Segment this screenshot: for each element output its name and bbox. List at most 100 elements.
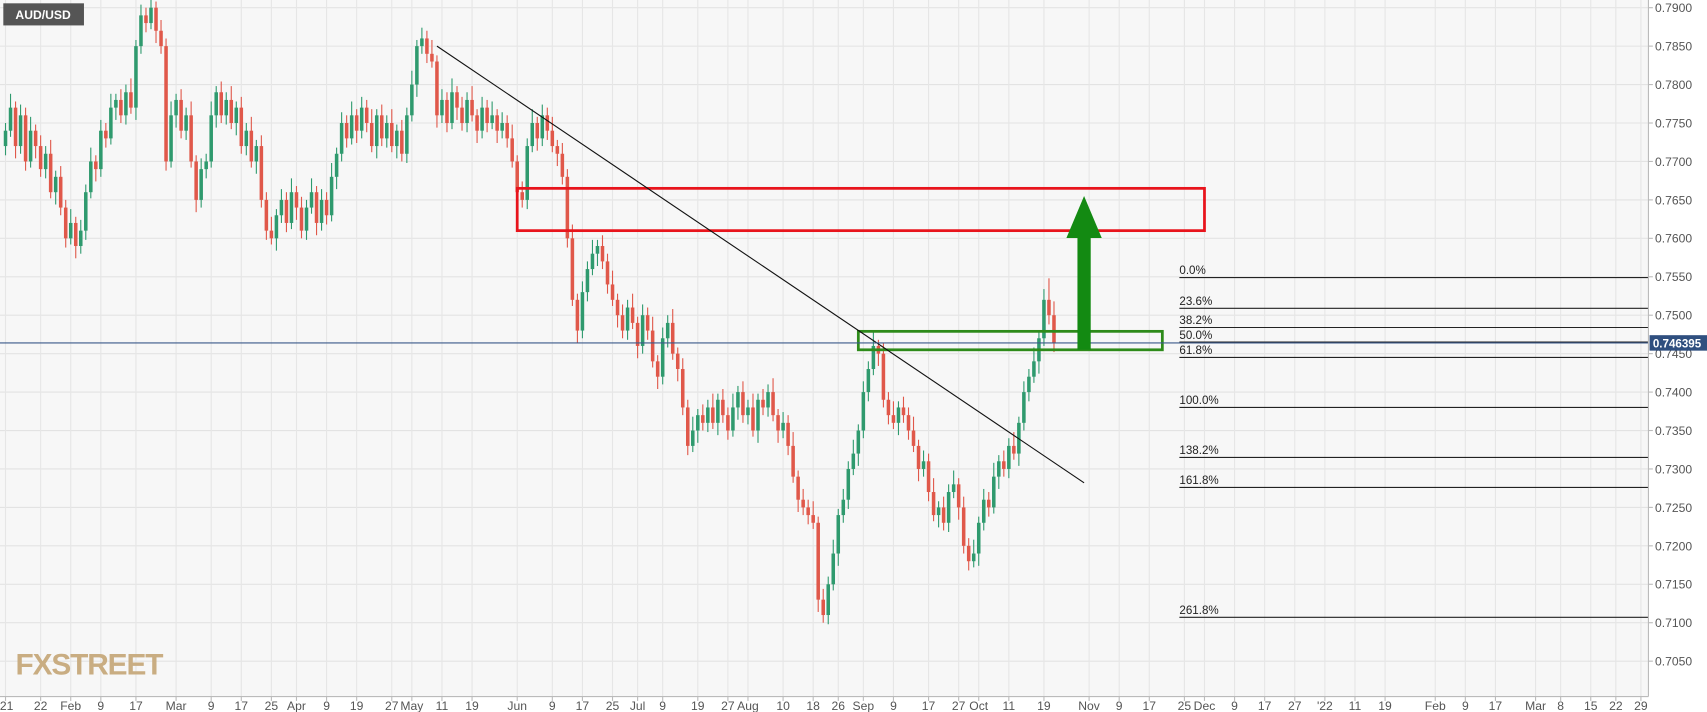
arrow bbox=[1066, 196, 1102, 350]
candle-body bbox=[114, 99, 118, 108]
candle-body bbox=[856, 430, 861, 454]
candle-body bbox=[149, 7, 153, 24]
candle-body bbox=[675, 353, 680, 370]
candle-body bbox=[801, 499, 805, 508]
x-tick-label: 9 bbox=[323, 699, 330, 712]
y-tick-label: 0.7100 bbox=[1655, 616, 1692, 630]
candle-body bbox=[189, 115, 193, 162]
x-tick-label: May bbox=[400, 699, 424, 712]
candle-body bbox=[545, 115, 550, 131]
fib-label: 38.2% bbox=[1179, 314, 1212, 327]
candle-body bbox=[299, 207, 304, 231]
candle-body bbox=[3, 130, 8, 147]
candle-body bbox=[455, 92, 459, 108]
candle-body bbox=[480, 107, 484, 131]
candle-body bbox=[294, 192, 299, 208]
candle-body bbox=[630, 307, 635, 323]
candle-body bbox=[620, 315, 625, 331]
candle-body bbox=[154, 7, 158, 31]
candle-body bbox=[811, 515, 815, 523]
candle-body bbox=[776, 415, 780, 431]
candle-body bbox=[119, 99, 123, 116]
candle-body bbox=[249, 130, 254, 162]
x-tick-label: 9 bbox=[97, 699, 104, 712]
candle-body bbox=[535, 123, 540, 139]
candle-body bbox=[886, 399, 891, 416]
y-tick-label: 0.7650 bbox=[1655, 193, 1692, 207]
candle-body bbox=[374, 115, 379, 147]
y-tick-label: 0.7400 bbox=[1655, 386, 1692, 400]
title-box bbox=[3, 3, 84, 26]
candle-body bbox=[264, 199, 269, 231]
candle-body bbox=[615, 299, 620, 316]
candle-body bbox=[691, 430, 695, 446]
candle-body bbox=[575, 299, 580, 331]
candle-body bbox=[400, 130, 404, 154]
candle-body bbox=[309, 192, 314, 208]
x-tick-label: 19 bbox=[1378, 699, 1392, 712]
candle-body bbox=[465, 99, 469, 124]
candle-body bbox=[214, 92, 218, 116]
candle-body bbox=[284, 199, 289, 223]
candle-body bbox=[43, 153, 48, 170]
candle-body bbox=[560, 153, 565, 177]
fib-label: 138.2% bbox=[1179, 444, 1218, 457]
candle-body bbox=[981, 499, 986, 523]
candle-body bbox=[791, 445, 795, 477]
candle-body bbox=[329, 176, 334, 216]
candle-body bbox=[1022, 392, 1026, 423]
candle-body bbox=[555, 146, 560, 154]
price-tag-label: 0.746395 bbox=[1653, 337, 1702, 350]
candle-body bbox=[696, 415, 700, 431]
candle-body bbox=[204, 161, 208, 170]
x-tick-label: 17 bbox=[1258, 699, 1272, 712]
chart-title: AUD/USD bbox=[15, 8, 71, 22]
candle-body bbox=[976, 522, 981, 554]
y-tick-label: 0.7250 bbox=[1655, 501, 1692, 515]
x-tick-label: 18 bbox=[806, 699, 820, 712]
x-tick-label: 27 bbox=[385, 699, 399, 712]
candle-body bbox=[736, 392, 740, 408]
candle-body bbox=[896, 407, 901, 423]
candle-body bbox=[18, 115, 23, 147]
candle-body bbox=[540, 115, 545, 139]
candle-body bbox=[1012, 445, 1016, 454]
candle-body bbox=[891, 415, 896, 423]
plot-area bbox=[0, 0, 1648, 697]
x-tick-label: 11 bbox=[1349, 699, 1362, 712]
candle-body bbox=[906, 415, 911, 431]
candle-body bbox=[425, 38, 429, 54]
x-tick-label: 25 bbox=[265, 699, 279, 712]
candle-body bbox=[771, 392, 775, 416]
candle-body bbox=[354, 115, 359, 131]
x-tick-label: 11 bbox=[436, 699, 449, 712]
x-tick-label: 22 bbox=[34, 699, 48, 712]
candle-body bbox=[184, 115, 188, 131]
candle-body bbox=[650, 330, 655, 362]
candle-body bbox=[470, 99, 474, 116]
x-tick-label: 17 bbox=[235, 699, 249, 712]
candle-body bbox=[254, 146, 259, 162]
zone bbox=[515, 186, 1206, 233]
candle-body bbox=[766, 392, 770, 408]
y-tick-label: 0.7700 bbox=[1655, 155, 1692, 169]
candle-body bbox=[510, 138, 514, 162]
candle-body bbox=[104, 130, 108, 139]
candle-body bbox=[841, 499, 846, 516]
candle-body bbox=[63, 207, 68, 239]
candle-body bbox=[234, 107, 239, 124]
candle-body bbox=[395, 130, 399, 147]
candle-body bbox=[48, 153, 53, 193]
candle-body bbox=[1042, 299, 1046, 339]
candle-body bbox=[585, 269, 590, 293]
trendline bbox=[436, 45, 1085, 484]
candle-body bbox=[199, 169, 203, 200]
candle-body bbox=[635, 322, 640, 346]
candle-body bbox=[686, 407, 690, 446]
candle-body bbox=[595, 246, 600, 254]
candle-body bbox=[961, 507, 966, 546]
candle-body bbox=[911, 430, 916, 446]
candle-body bbox=[936, 507, 941, 516]
candle-body bbox=[816, 522, 820, 600]
